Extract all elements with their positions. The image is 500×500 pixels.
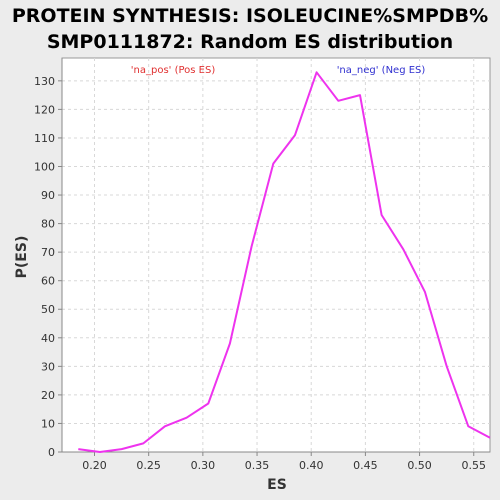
- y-tick-label: 0: [48, 446, 55, 459]
- y-tick-label: 80: [41, 218, 55, 231]
- y-tick-label: 60: [41, 275, 55, 288]
- x-axis-label: ES: [267, 477, 287, 493]
- legend-entry-neg: 'na_neg' (Neg ES): [337, 65, 426, 76]
- x-tick-label: 0.30: [191, 459, 216, 472]
- y-tick-label: 30: [41, 360, 55, 373]
- chart-title-line-1: PROTEIN SYNTHESIS: ISOLEUCINE%SMPDB%: [12, 5, 488, 27]
- chart-title-line-2: SMP0111872: Random ES distribution: [47, 31, 453, 53]
- series-layer: [78, 71, 491, 453]
- y-tick-label: 20: [41, 389, 55, 402]
- x-tick-label: 0.35: [245, 459, 270, 472]
- x-tick-label: 0.45: [353, 459, 378, 472]
- legend: 'na_pos' (Pos ES) 'na_neg' (Neg ES): [131, 65, 426, 76]
- x-tick-label: 0.55: [461, 459, 486, 472]
- x-tick-label: 0.40: [299, 459, 324, 472]
- y-tick-label: 40: [41, 332, 55, 345]
- series-line: [78, 71, 491, 453]
- x-tick-label: 0.25: [136, 459, 161, 472]
- y-axis-label: P(ES): [14, 236, 30, 279]
- axes: 0.20 0.25 0.30 0.35 0.40 0.45 0.50 0.55 0 10 20 30 4…: [34, 58, 490, 472]
- y-tick-label: 50: [41, 303, 55, 316]
- y-tick-label: 70: [41, 246, 55, 259]
- plot-area: [61, 57, 491, 453]
- y-tick-label: 100: [34, 160, 55, 173]
- y-tick-label: 130: [34, 75, 55, 88]
- x-tick-label: 0.50: [407, 459, 432, 472]
- y-tick-label: 90: [41, 189, 55, 202]
- y-tick-label: 120: [34, 103, 55, 116]
- y-tick-label: 110: [34, 132, 55, 145]
- y-tick-label: 10: [41, 417, 55, 430]
- legend-entry-pos: 'na_pos' (Pos ES): [131, 65, 216, 76]
- x-tick-label: 0.20: [82, 459, 107, 472]
